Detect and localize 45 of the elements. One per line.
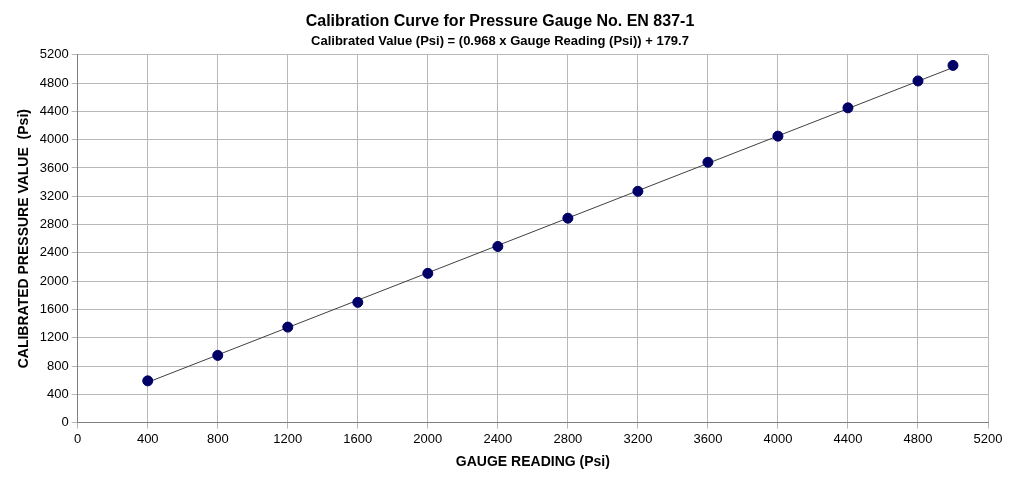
point [492, 240, 504, 252]
x-tick-label: 5200 [973, 430, 1003, 446]
point [912, 75, 924, 87]
x-tick-label: 0 [74, 430, 82, 446]
y-tick-label: 400 [47, 385, 69, 401]
x-tick-label: 3600 [693, 430, 723, 446]
y-tick-label: 1200 [39, 329, 69, 345]
x-tick-label: 3200 [623, 430, 653, 446]
y-tick-label: 4400 [39, 102, 69, 118]
x-tick-label: 2800 [553, 430, 583, 446]
y-tick-label: 4000 [39, 131, 69, 147]
point [772, 130, 784, 142]
x-tick-label: 4400 [833, 430, 863, 446]
point [352, 296, 364, 308]
y-tick-label: 3200 [39, 187, 69, 203]
x-tick-label: 4800 [903, 430, 933, 446]
chart-title: Calibration Curve for Pressure Gauge No. EN 837-1 [305, 12, 695, 30]
point [947, 59, 959, 71]
x-tick-label: 1600 [343, 430, 373, 446]
y-tick-label: 2400 [39, 244, 69, 260]
point [422, 267, 434, 279]
x-axis-title: GAUGE READING (Psi) [455, 453, 610, 470]
y-axis-title: CALIBRATED PRESSURE VALUE (Psi) [15, 109, 32, 369]
point [632, 185, 644, 197]
point [212, 349, 224, 361]
point [142, 375, 154, 387]
y-tick-label: 800 [47, 357, 69, 373]
point [562, 212, 574, 224]
y-tick-label: 4800 [39, 74, 69, 90]
y-tick-label: 2000 [39, 272, 69, 288]
x-tick-label: 400 [136, 430, 159, 446]
x-tick-label: 2400 [483, 430, 513, 446]
point [842, 102, 854, 114]
y-tick-label: 1600 [39, 301, 69, 317]
y-tick-label: 3600 [39, 159, 69, 175]
point [282, 321, 294, 333]
y-tick-label: 2800 [39, 216, 69, 232]
x-tick-label: 800 [206, 430, 229, 446]
y-tick-label: 5200 [39, 46, 69, 62]
x-tick-label: 2000 [413, 430, 443, 446]
chart-subtitle: Calibrated Value (Psi) = (0.968 x Gauge Reading (Psi)) + 179.7 [311, 32, 689, 48]
x-tick-label: 1200 [273, 430, 303, 446]
y-tick-label: 0 [61, 414, 69, 430]
x-tick-label: 4000 [763, 430, 793, 446]
point [702, 156, 714, 168]
